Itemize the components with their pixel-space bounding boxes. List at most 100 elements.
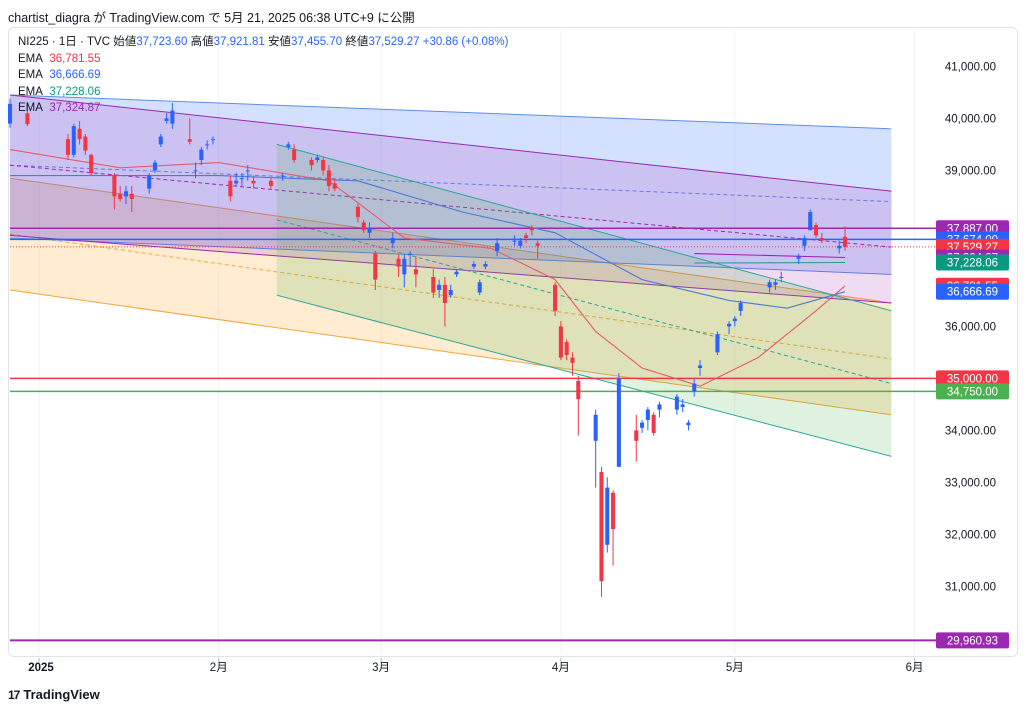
candle-body: [813, 225, 819, 236]
candle-body: [524, 235, 529, 238]
candle-body: [732, 318, 737, 322]
candle-body: [558, 326, 563, 358]
low-value: 37,455.70: [290, 36, 343, 48]
candle-body: [245, 170, 250, 172]
chart-legend: NI225 · 1日 · TVC 始値37,723.60 高値37,921.81…: [18, 34, 508, 117]
channel-mid-line: [9, 233, 892, 360]
channel-lower-line: [276, 294, 892, 457]
candle-body: [819, 238, 824, 241]
candle-body: [564, 342, 569, 355]
time-tick-label: 6月: [906, 662, 924, 674]
candle-body: [692, 383, 697, 392]
ema-line: [694, 253, 846, 259]
high-value: 37,921.81: [213, 36, 265, 48]
candle-body: [605, 487, 610, 545]
ohlc-row: NI225 · 1日 · TVC 始値37,723.60 高値37,921.81…: [18, 34, 508, 51]
ema-line: [9, 149, 846, 387]
ema-row: EMA 36,666.69: [18, 67, 508, 84]
time-tick-label: 4月: [552, 662, 570, 674]
ema-value: 37,228.06: [49, 85, 101, 98]
candle-body: [431, 277, 436, 293]
candle-body: [657, 404, 662, 410]
candle-body: [634, 430, 639, 441]
channel-mid-line: [9, 164, 892, 203]
price-axis[interactable]: 41,000.00 40,000.00 39,000.00 36,000.00 34,0…: [936, 61, 1009, 649]
candle-body: [373, 253, 378, 280]
candle-body: [390, 238, 395, 244]
time-tick-label: 2月: [210, 662, 228, 674]
candle-body: [727, 323, 732, 327]
price-tick-label: 40,000.00: [945, 113, 996, 125]
ema-value: 37,324.87: [49, 102, 101, 114]
candle-body: [477, 282, 482, 293]
regression-channels: [9, 94, 892, 457]
price-tick-label: 33,000.00: [945, 477, 996, 489]
candle-body: [355, 206, 360, 218]
candle-body: [808, 212, 813, 231]
candle-body: [286, 144, 291, 147]
candle-body: [71, 126, 76, 155]
price-tick-label: 32,000.00: [945, 529, 996, 541]
candle-body: [616, 378, 621, 467]
candle-body: [251, 180, 256, 184]
channel-upper-line: [9, 94, 892, 130]
price-label-box: [936, 254, 1009, 271]
time-tick-label: 5月: [726, 662, 744, 674]
ema-value: 36,666.69: [49, 69, 101, 81]
candle-body: [152, 162, 157, 171]
candle-body: [199, 149, 204, 160]
open-value: 37,723.60: [136, 36, 188, 48]
candle-body: [309, 160, 314, 166]
candle-body: [593, 414, 598, 441]
candle-body: [645, 409, 650, 420]
candle-body: [268, 180, 273, 186]
candle-body: [437, 284, 442, 290]
candle-body: [77, 128, 82, 140]
candle-body: [738, 303, 743, 311]
channel-lower-line: [9, 234, 892, 304]
candle-body: [471, 264, 476, 267]
candle-body: [396, 258, 401, 267]
candle-body: [112, 175, 117, 197]
candle-body: [228, 180, 233, 197]
channel-upper-line: [9, 94, 892, 192]
tradingview-logo[interactable]: 17 TradingView: [8, 687, 100, 702]
candle-body: [413, 269, 418, 275]
candle-body: [495, 243, 500, 251]
candle-body: [715, 334, 720, 353]
price-tick-label: 36,000.00: [945, 321, 996, 333]
channel-lower-line: [9, 289, 892, 416]
candle-body: [842, 236, 848, 247]
candle-body: [326, 170, 331, 186]
price-label-text: 36,666.69: [947, 287, 998, 299]
ema-label: EMA: [18, 102, 43, 114]
candle-body: [129, 193, 134, 199]
open-label: 始値: [113, 36, 137, 48]
time-axis[interactable]: 2025 2月 3月 4月 5月 6月: [28, 658, 924, 674]
candle-body: [599, 472, 604, 582]
candle-body: [454, 271, 459, 275]
candle-body: [158, 136, 163, 145]
candle-body: [280, 175, 285, 177]
candle-body: [483, 264, 488, 267]
ema-label: EMA: [18, 52, 43, 65]
channel-fill: [10, 95, 892, 275]
candle-body: [123, 191, 129, 197]
price-label-box: [936, 283, 1009, 300]
ema-line: [694, 261, 846, 264]
price-tick-label: 39,000.00: [945, 165, 996, 177]
price-tick-label: 41,000.00: [945, 61, 996, 73]
candle-body: [402, 258, 407, 275]
ema-row: EMA 36,781.55: [18, 51, 508, 68]
candle-body: [89, 154, 94, 173]
candle-body: [187, 139, 192, 142]
chart-frame: [8, 27, 1018, 657]
candle-body: [118, 193, 123, 199]
candle-body: [553, 284, 558, 311]
candle-body: [239, 178, 244, 180]
ema-label: EMA: [18, 85, 43, 98]
candle-body: [25, 113, 30, 125]
price-label-text: 34,750.00: [947, 386, 998, 398]
candle-body: [674, 396, 679, 410]
